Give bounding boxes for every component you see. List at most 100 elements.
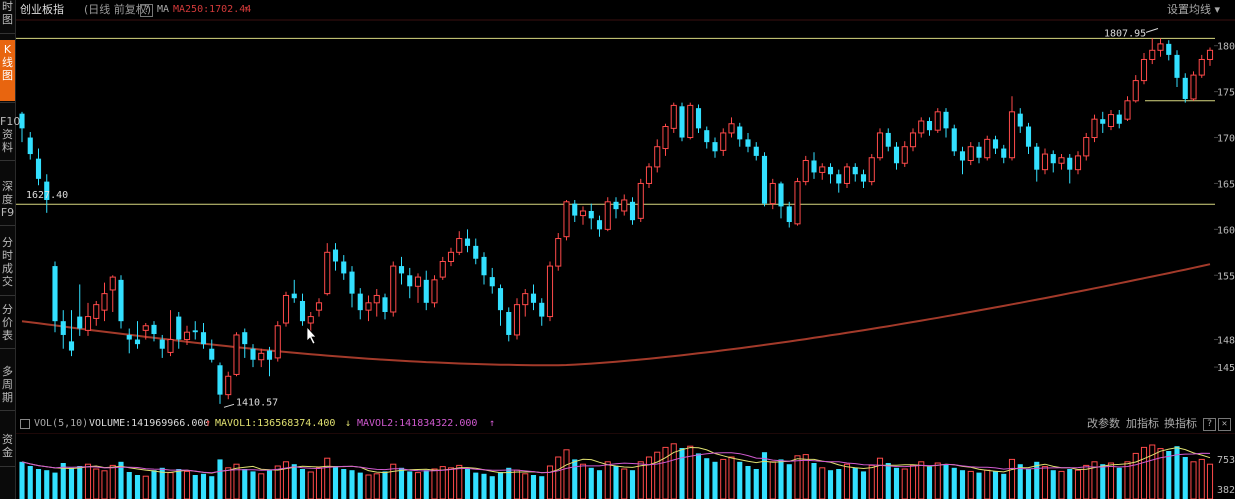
switch-indicator-button[interactable]: 换指标 <box>1164 417 1197 430</box>
sidebar-tab-5[interactable]: 分 价 表 <box>2 303 13 342</box>
volume-bar <box>365 474 372 499</box>
candle <box>951 124 957 156</box>
candle <box>473 238 479 265</box>
volume-bar <box>1041 466 1049 499</box>
candle <box>151 321 157 342</box>
candle <box>456 231 463 256</box>
volume-bar <box>1166 451 1172 499</box>
sidebar-tab-0[interactable]: 时 图 <box>2 0 13 26</box>
candle <box>1149 38 1156 65</box>
candle <box>447 247 455 267</box>
chart-header: 创业板指 (日线 前复权) ? MA MA250:1702.44 ↑ 设置均线 … <box>17 0 1235 20</box>
volume-bar <box>60 463 66 499</box>
volume-bar <box>893 467 900 499</box>
volume-bar <box>943 464 949 499</box>
volume-axis-label: 382 <box>1217 485 1235 496</box>
volume-toggle-icon[interactable] <box>20 419 30 429</box>
candle <box>909 128 917 152</box>
sidebar-tab-1[interactable]: K 线 图 <box>0 40 15 101</box>
volume-indicator-label[interactable]: VOL(5,10) <box>34 418 89 429</box>
volume-bar <box>1074 469 1082 499</box>
low-price-label: 1410.57 <box>236 397 278 408</box>
candle <box>819 163 826 180</box>
volume-bar <box>934 462 941 499</box>
volume-bar <box>93 468 100 499</box>
candle <box>142 323 149 340</box>
volume-bar <box>786 464 792 499</box>
sidebar-tab-7[interactable]: 资 金 <box>2 433 13 459</box>
candle <box>423 270 429 311</box>
candle <box>497 284 504 326</box>
volume-bar <box>167 472 174 499</box>
volume-bar <box>332 466 339 499</box>
volume-bar <box>183 470 191 499</box>
volume-bar <box>720 458 727 499</box>
candle <box>332 243 339 271</box>
candle <box>1034 143 1040 182</box>
volume-bar <box>737 461 743 499</box>
candle <box>183 325 191 346</box>
candle <box>242 328 248 358</box>
price-chart[interactable]: 1807.95 1410.57 1627.40 180 175 170 165 160 155… <box>0 0 1235 413</box>
volume-chart[interactable]: 753 382 <box>0 433 1235 499</box>
candle <box>934 108 941 133</box>
ma-label[interactable]: MA <box>157 4 170 15</box>
candle <box>365 295 372 322</box>
volume-bar <box>1083 464 1090 499</box>
volume-value: VOLUME:141969966.000 <box>89 418 210 429</box>
volume-bar <box>704 458 710 499</box>
candle <box>522 289 529 317</box>
volume-bar <box>802 454 809 499</box>
volume-bar <box>242 469 248 499</box>
volume-help-icon[interactable]: ? <box>1203 418 1216 431</box>
volume-bar <box>629 470 636 499</box>
volume-bar <box>836 469 842 499</box>
volume-bar <box>1124 461 1131 499</box>
volume-bar <box>431 468 438 499</box>
price-axis-label: 165 <box>1217 179 1235 190</box>
mavol2-line <box>21 452 1211 474</box>
price-axis-label: 145 <box>1217 363 1235 374</box>
help-icon[interactable]: ? <box>140 4 153 17</box>
volume-bar <box>19 461 25 499</box>
volume-bar <box>423 470 429 499</box>
candle <box>802 155 809 186</box>
candle <box>720 128 727 156</box>
candle <box>745 132 751 153</box>
sidebar-tab-3[interactable]: 深 度 F9 <box>0 180 15 219</box>
volume-bar <box>926 466 933 499</box>
candle <box>291 279 297 303</box>
volume-axis-label: 753 <box>1217 455 1235 466</box>
ma-settings-button[interactable]: 设置均线 ▾ <box>1167 0 1220 20</box>
price-axis-label: 175 <box>1217 88 1235 99</box>
candle <box>836 169 842 193</box>
volume-bar <box>109 464 116 499</box>
volume-bar <box>1034 461 1040 499</box>
candle <box>1091 114 1098 143</box>
volume-bar <box>555 456 562 499</box>
volume-bar <box>984 469 991 499</box>
candle <box>976 142 982 164</box>
candle <box>274 321 281 362</box>
volume-bar <box>233 463 240 499</box>
sidebar-tab-4[interactable]: 分 时 成 交 <box>2 236 13 288</box>
candle <box>439 256 446 280</box>
volume-bar <box>250 471 256 499</box>
candle <box>250 344 256 368</box>
price-axis-label: 148 <box>1217 336 1235 347</box>
volume-bar <box>761 452 768 499</box>
candle <box>407 267 413 299</box>
volume-bar <box>200 473 207 499</box>
close-icon[interactable]: ✕ <box>1218 418 1231 431</box>
volume-bar <box>637 461 644 499</box>
volume-bar <box>1107 462 1115 499</box>
volume-bar <box>324 457 331 499</box>
edit-params-button[interactable]: 改参数 <box>1087 417 1120 430</box>
high-price-label: 1807.95 <box>1104 28 1146 39</box>
add-indicator-button[interactable]: 加指标 <box>1126 417 1159 430</box>
sidebar-tab-6[interactable]: 多 周 期 <box>2 365 13 404</box>
volume-bar <box>530 475 537 499</box>
candle <box>349 266 355 308</box>
volume-bar <box>794 455 801 499</box>
index-title[interactable]: 创业板指 <box>20 3 64 16</box>
